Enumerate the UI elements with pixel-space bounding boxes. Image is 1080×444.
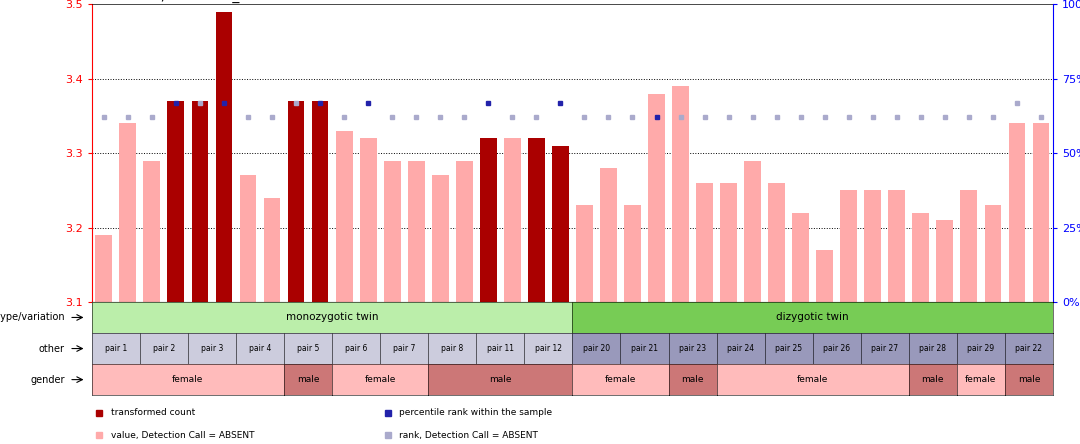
Bar (936, 220, 954, 302)
Text: dizygotic twin: dizygotic twin (777, 313, 849, 322)
Text: male: male (681, 375, 704, 384)
Text: pair 20: pair 20 (583, 344, 610, 353)
Text: gender: gender (30, 375, 65, 385)
Text: pair 27: pair 27 (872, 344, 899, 353)
Text: pair 22: pair 22 (1015, 344, 1042, 353)
Text: monozygotic twin: monozygotic twin (286, 313, 378, 322)
Bar (95, 235, 112, 302)
Bar (144, 161, 160, 302)
Text: male: male (489, 375, 512, 384)
Bar (287, 101, 305, 302)
Bar (1009, 123, 1025, 302)
Bar (216, 12, 232, 302)
Text: female: female (364, 375, 396, 384)
Bar (120, 123, 136, 302)
Bar (240, 175, 256, 302)
Bar (360, 139, 377, 302)
Text: pair 6: pair 6 (345, 344, 367, 353)
Text: transformed count: transformed count (111, 408, 195, 417)
Bar (793, 213, 809, 302)
Bar (768, 183, 785, 302)
Bar (456, 161, 473, 302)
Bar (504, 139, 521, 302)
Bar (264, 198, 281, 302)
Text: pair 11: pair 11 (487, 344, 514, 353)
Text: pair 12: pair 12 (535, 344, 562, 353)
Bar (336, 131, 352, 302)
Text: male: male (1017, 375, 1040, 384)
Text: male: male (921, 375, 944, 384)
Text: GDS3630 / 1554388_at: GDS3630 / 1554388_at (92, 0, 254, 4)
Text: rank, Detection Call = ABSENT: rank, Detection Call = ABSENT (400, 431, 538, 440)
Text: other: other (39, 344, 65, 353)
Text: pair 23: pair 23 (679, 344, 706, 353)
Bar (864, 190, 881, 302)
Bar (744, 161, 761, 302)
Bar (552, 146, 569, 302)
Text: pair 3: pair 3 (201, 344, 224, 353)
Bar (312, 101, 328, 302)
Text: pair 2: pair 2 (152, 344, 175, 353)
Text: percentile rank within the sample: percentile rank within the sample (400, 408, 553, 417)
Bar (383, 161, 401, 302)
Text: pair 28: pair 28 (919, 344, 946, 353)
Text: pair 24: pair 24 (727, 344, 754, 353)
Text: pair 1: pair 1 (105, 344, 127, 353)
Bar (408, 161, 424, 302)
Bar (191, 101, 208, 302)
Text: pair 8: pair 8 (441, 344, 463, 353)
Text: pair 25: pair 25 (775, 344, 802, 353)
Text: female: female (797, 375, 828, 384)
Bar (624, 205, 640, 302)
Text: female: female (605, 375, 636, 384)
Bar (720, 183, 737, 302)
Bar (432, 175, 448, 302)
Bar (816, 250, 833, 302)
Bar (960, 190, 977, 302)
Bar (167, 101, 185, 302)
Bar (840, 190, 858, 302)
Text: female: female (966, 375, 997, 384)
Bar (985, 205, 1001, 302)
Bar (672, 86, 689, 302)
Text: genotype/variation: genotype/variation (0, 313, 65, 322)
Bar (480, 139, 497, 302)
Bar (576, 205, 593, 302)
Bar (600, 168, 617, 302)
Bar (1032, 123, 1050, 302)
Text: pair 29: pair 29 (968, 344, 995, 353)
Bar (889, 190, 905, 302)
Text: male: male (297, 375, 320, 384)
Bar (528, 139, 544, 302)
Text: pair 26: pair 26 (823, 344, 850, 353)
Text: pair 21: pair 21 (631, 344, 658, 353)
Text: female: female (172, 375, 204, 384)
Text: value, Detection Call = ABSENT: value, Detection Call = ABSENT (111, 431, 255, 440)
Text: pair 7: pair 7 (393, 344, 416, 353)
Text: pair 4: pair 4 (248, 344, 271, 353)
Bar (697, 183, 713, 302)
Bar (648, 94, 665, 302)
Text: pair 5: pair 5 (297, 344, 320, 353)
Bar (913, 213, 929, 302)
